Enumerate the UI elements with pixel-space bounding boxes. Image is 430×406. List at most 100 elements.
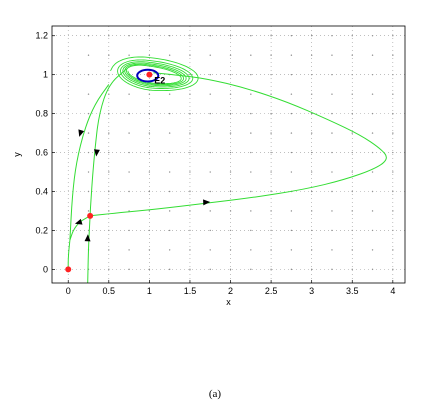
field-dot-9 [87, 93, 90, 95]
field-dot-128 [270, 54, 272, 56]
field-dot-45 [148, 151, 151, 154]
field-dot-162 [331, 151, 333, 154]
field-dot-87 [209, 93, 211, 95]
field-dot-72 [189, 132, 191, 134]
y-tick-label-1: 0.2 [35, 225, 48, 235]
field-dot-206 [392, 54, 394, 56]
field-dot-34 [128, 112, 130, 115]
direction-arrow-4 [93, 149, 100, 157]
field-dot-102 [229, 54, 232, 56]
field-dot-165 [331, 93, 333, 95]
field-dot-69 [189, 190, 191, 193]
field-dot-53 [168, 249, 171, 251]
field-dot-156 [331, 268, 333, 271]
field-dot-47 [148, 112, 151, 115]
x-tick-label-3: 1.5 [184, 286, 197, 296]
field-dot-7 [87, 132, 90, 134]
field-dot-14 [108, 249, 110, 251]
field-dot-88 [209, 73, 211, 76]
field-dot-44 [148, 171, 151, 173]
field-dot-37 [128, 54, 130, 56]
field-dot-98 [229, 132, 232, 134]
field-dot-91 [229, 268, 232, 271]
field-dot-77 [189, 35, 191, 37]
field-dot-79 [209, 249, 211, 251]
field-dot-24 [108, 54, 110, 56]
field-dot-187 [371, 171, 374, 173]
field-dot-202 [392, 132, 394, 134]
field-dot-131 [290, 249, 293, 251]
field-dot-158 [331, 229, 333, 232]
field-dot-170 [351, 249, 353, 251]
field-dot-95 [229, 190, 232, 193]
field-dot-92 [229, 249, 232, 251]
field-dot-60 [168, 112, 171, 115]
field-dot-157 [331, 249, 333, 251]
field-dot-39 [148, 268, 151, 271]
field-dot-167 [331, 54, 333, 56]
field-dot-122 [270, 171, 272, 173]
x-axis-label: x [226, 297, 231, 307]
x-tick-label-5: 2.5 [265, 286, 278, 296]
field-dot-143 [310, 268, 313, 271]
field-dot-20 [108, 132, 110, 134]
field-dot-86 [209, 112, 211, 115]
field-dot-191 [371, 93, 374, 95]
field-dot-28 [128, 229, 130, 232]
field-dot-193 [371, 54, 374, 56]
field-dot-65 [189, 268, 191, 271]
field-dot-160 [331, 190, 333, 193]
field-dot-71 [189, 151, 191, 154]
field-dot-57 [168, 171, 171, 173]
trajectory-4 [69, 84, 110, 241]
field-dot-112 [250, 112, 252, 115]
x-tick-label-8: 4 [390, 286, 395, 296]
field-dot-58 [168, 151, 171, 154]
field-dot-99 [229, 112, 232, 115]
trajectory-2 [69, 215, 91, 241]
field-dot-144 [310, 249, 313, 251]
field-dot-64 [168, 35, 171, 37]
field-dot-149 [310, 151, 313, 154]
y-tick-label-6: 1.2 [35, 31, 48, 41]
field-dot-115 [250, 54, 252, 56]
equilibrium-label: E2 [154, 76, 165, 86]
field-dot-111 [250, 132, 252, 134]
field-dot-168 [331, 35, 333, 37]
field-dot-136 [290, 151, 293, 154]
field-dot-137 [290, 132, 293, 134]
x-tick-label-6: 3 [309, 286, 314, 296]
field-dot-105 [250, 249, 252, 251]
field-dot-11 [87, 54, 90, 56]
direction-arrow-0 [203, 199, 211, 206]
field-dot-50 [148, 54, 151, 56]
field-dot-163 [331, 132, 333, 134]
field-dot-116 [250, 35, 252, 37]
field-dot-3 [87, 210, 90, 212]
field-dot-32 [128, 151, 130, 154]
field-dot-114 [250, 73, 252, 76]
field-dot-183 [371, 249, 374, 251]
y-axis-label: y [12, 152, 22, 157]
field-dot-135 [290, 171, 293, 173]
figure-caption: (a) [208, 388, 222, 400]
field-dot-96 [229, 171, 232, 173]
field-dot-80 [209, 229, 211, 232]
field-dot-43 [148, 190, 151, 193]
equilibrium-point-0 [65, 266, 72, 273]
limit-cycle [136, 68, 160, 83]
field-dot-180 [351, 54, 353, 56]
field-dot-159 [331, 210, 333, 212]
field-dot-155 [310, 35, 313, 37]
direction-arrow-3 [78, 129, 85, 137]
direction-arrow-2 [84, 234, 91, 242]
field-dot-38 [128, 35, 130, 37]
field-dot-52 [168, 268, 171, 271]
field-dot-5 [87, 171, 90, 173]
field-dot-81 [209, 210, 211, 212]
field-dot-164 [331, 112, 333, 115]
x-tick-label-1: 0.5 [103, 286, 116, 296]
x-tick-label-7: 3.5 [346, 286, 359, 296]
plot-frame [51, 25, 406, 284]
